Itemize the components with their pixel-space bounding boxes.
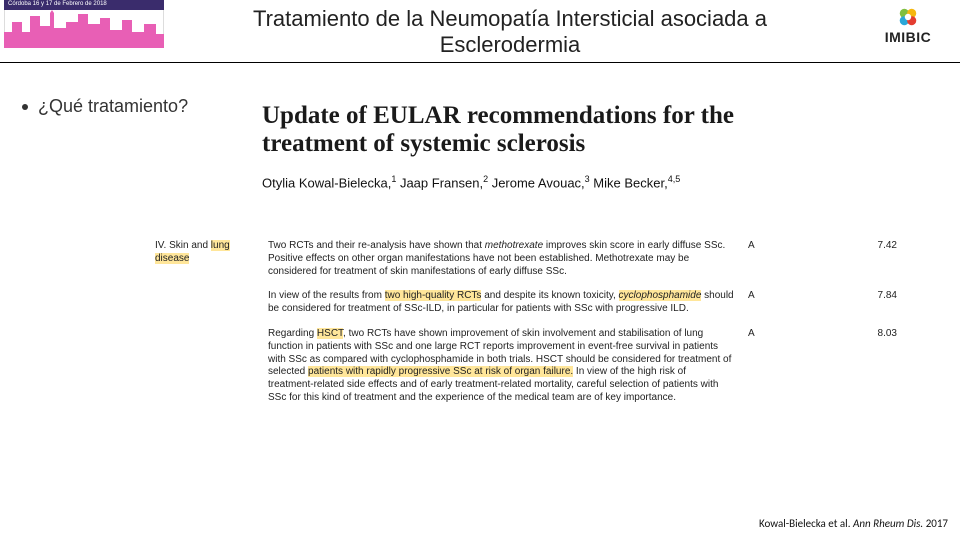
rec-score: 7.42 <box>788 240 915 278</box>
rec-section <box>155 328 268 405</box>
rec-text: Regarding HSCT, two RCTs have shown impr… <box>268 328 748 405</box>
conference-logo: Córdoba 16 y 17 de Febrero de 2018 <box>4 0 164 48</box>
rec-section: IV. Skin and lung disease <box>155 240 268 278</box>
imibic-icon <box>897 6 919 28</box>
rec-row: In view of the results from two high-qua… <box>155 290 915 316</box>
rec-grade: A <box>748 328 788 405</box>
imibic-text: IMIBIC <box>885 29 932 45</box>
bullet-question: ¿Qué tratamiento? <box>22 96 188 117</box>
article-title: Update of EULAR recommendations for the … <box>262 102 902 158</box>
bullet-dot-icon <box>22 104 28 110</box>
rec-row: IV. Skin and lung disease Two RCTs and t… <box>155 240 915 278</box>
rec-row: Regarding HSCT, two RCTs have shown impr… <box>155 328 915 405</box>
rec-score: 8.03 <box>788 328 915 405</box>
rec-grade: A <box>748 240 788 278</box>
imibic-logo: IMIBIC <box>868 6 948 45</box>
rec-text: Two RCTs and their re-analysis have show… <box>268 240 748 278</box>
article-authors: Otylia Kowal-Bielecka,1 Jaap Fransen,2 J… <box>262 174 902 190</box>
skyline-icon <box>4 8 164 48</box>
recommendations: IV. Skin and lung disease Two RCTs and t… <box>155 240 915 417</box>
rec-grade: A <box>748 290 788 316</box>
header: Córdoba 16 y 17 de Febrero de 2018 Trata… <box>0 0 960 62</box>
article-snippet: Update of EULAR recommendations for the … <box>262 102 902 190</box>
rec-text: In view of the results from two high-qua… <box>268 290 748 316</box>
rec-score: 7.84 <box>788 290 915 316</box>
citation: Kowal-Bielecka et al. Ann Rheum Dis. 201… <box>759 517 948 530</box>
slide-title: Tratamiento de la Neumopatía Intersticia… <box>210 6 810 59</box>
rec-section <box>155 290 268 316</box>
divider <box>0 62 960 63</box>
bullet-text: ¿Qué tratamiento? <box>38 96 188 117</box>
